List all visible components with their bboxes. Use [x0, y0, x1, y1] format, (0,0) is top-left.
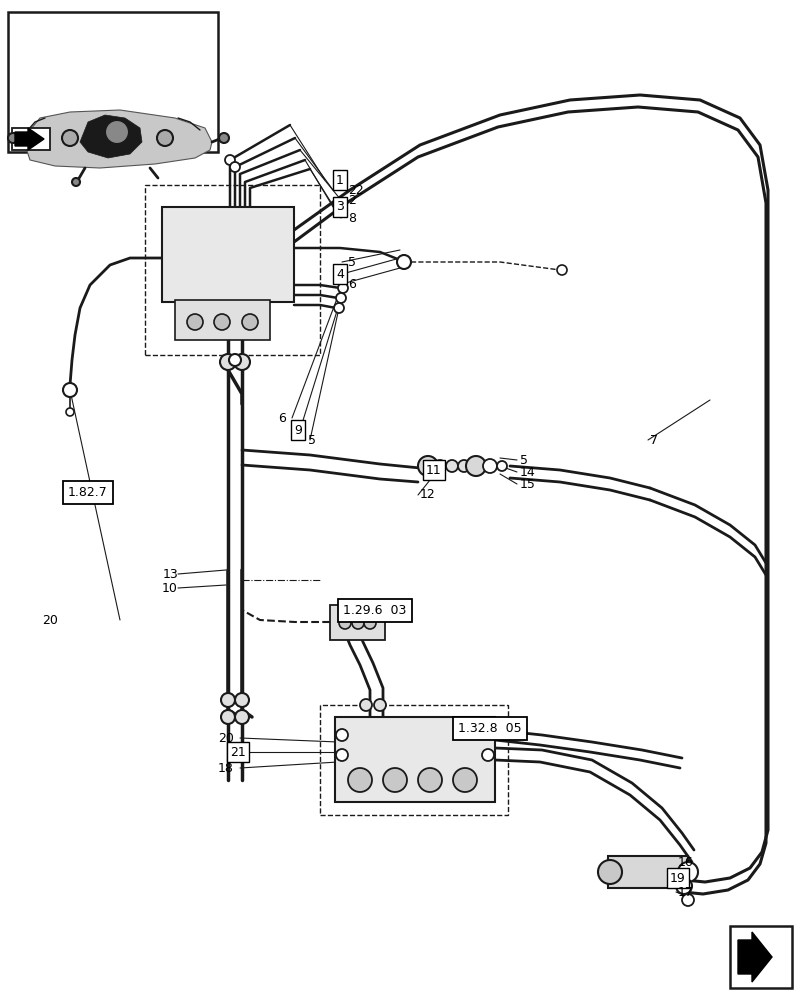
Circle shape [338, 283, 348, 293]
Circle shape [360, 699, 372, 711]
Text: 3: 3 [336, 200, 344, 214]
Circle shape [557, 265, 567, 275]
Circle shape [336, 749, 348, 761]
Text: 7: 7 [650, 434, 658, 446]
Circle shape [458, 460, 470, 472]
Text: 1.29.6  03: 1.29.6 03 [343, 603, 406, 616]
Circle shape [214, 314, 230, 330]
Circle shape [676, 878, 692, 894]
Text: 19: 19 [670, 871, 686, 884]
Circle shape [453, 768, 477, 792]
Text: 13: 13 [162, 568, 178, 580]
Bar [175, 300, 270, 340]
Bar [335, 717, 495, 802]
Text: 1.82.7: 1.82.7 [68, 486, 108, 498]
Circle shape [482, 749, 494, 761]
Polygon shape [738, 932, 772, 982]
Circle shape [234, 354, 250, 370]
Circle shape [446, 460, 458, 472]
Bar [730, 926, 792, 988]
Circle shape [682, 894, 694, 906]
Bar [320, 705, 508, 815]
Circle shape [336, 729, 348, 741]
Circle shape [383, 768, 407, 792]
Circle shape [678, 862, 698, 882]
Circle shape [418, 768, 442, 792]
Circle shape [230, 162, 240, 172]
Text: 8: 8 [348, 212, 356, 225]
Text: 16: 16 [678, 856, 694, 868]
Circle shape [105, 120, 129, 144]
Text: 1.32.8  05: 1.32.8 05 [458, 722, 522, 734]
Circle shape [157, 130, 173, 146]
Circle shape [66, 408, 74, 416]
Bar [162, 207, 294, 302]
Circle shape [229, 354, 241, 366]
Text: 4: 4 [336, 267, 344, 280]
Circle shape [348, 768, 372, 792]
Text: 21: 21 [230, 746, 246, 758]
Circle shape [397, 255, 411, 269]
Text: 11: 11 [426, 464, 442, 477]
Text: 6: 6 [348, 277, 356, 290]
Text: 5: 5 [308, 434, 316, 446]
Circle shape [364, 617, 376, 629]
Text: 5: 5 [520, 454, 528, 466]
Circle shape [466, 456, 486, 476]
Circle shape [225, 155, 235, 165]
Circle shape [497, 461, 507, 471]
Circle shape [62, 130, 78, 146]
Circle shape [219, 133, 229, 143]
Circle shape [336, 293, 346, 303]
Circle shape [483, 459, 497, 473]
Circle shape [63, 383, 77, 397]
Circle shape [72, 178, 80, 186]
Circle shape [418, 456, 438, 476]
Text: 12: 12 [420, 488, 436, 502]
Circle shape [334, 303, 344, 313]
Text: 20: 20 [218, 732, 234, 744]
Text: 10: 10 [162, 582, 178, 594]
Circle shape [374, 699, 386, 711]
Circle shape [235, 710, 249, 724]
Text: 17: 17 [678, 886, 694, 898]
Polygon shape [80, 115, 142, 158]
Circle shape [598, 860, 622, 884]
Circle shape [221, 710, 235, 724]
Text: 20: 20 [42, 613, 58, 626]
Bar [145, 185, 320, 355]
Text: 2: 2 [348, 194, 356, 207]
Text: 18: 18 [218, 762, 234, 774]
Bar [8, 12, 218, 152]
Text: 14: 14 [520, 466, 536, 479]
Text: 22: 22 [348, 184, 364, 196]
Circle shape [242, 314, 258, 330]
Bar [330, 605, 385, 640]
Polygon shape [15, 128, 44, 150]
Circle shape [8, 133, 18, 143]
Text: 9: 9 [294, 424, 302, 436]
Text: 1: 1 [336, 174, 344, 186]
Bar [12, 128, 50, 150]
Text: 15: 15 [520, 478, 536, 490]
Circle shape [187, 314, 203, 330]
Circle shape [339, 617, 351, 629]
Polygon shape [25, 110, 212, 168]
Text: 6: 6 [278, 412, 286, 424]
Circle shape [352, 617, 364, 629]
Text: 5: 5 [348, 255, 356, 268]
Circle shape [221, 693, 235, 707]
Circle shape [235, 693, 249, 707]
Bar [608, 856, 688, 888]
Circle shape [220, 354, 236, 370]
Circle shape [434, 460, 446, 472]
